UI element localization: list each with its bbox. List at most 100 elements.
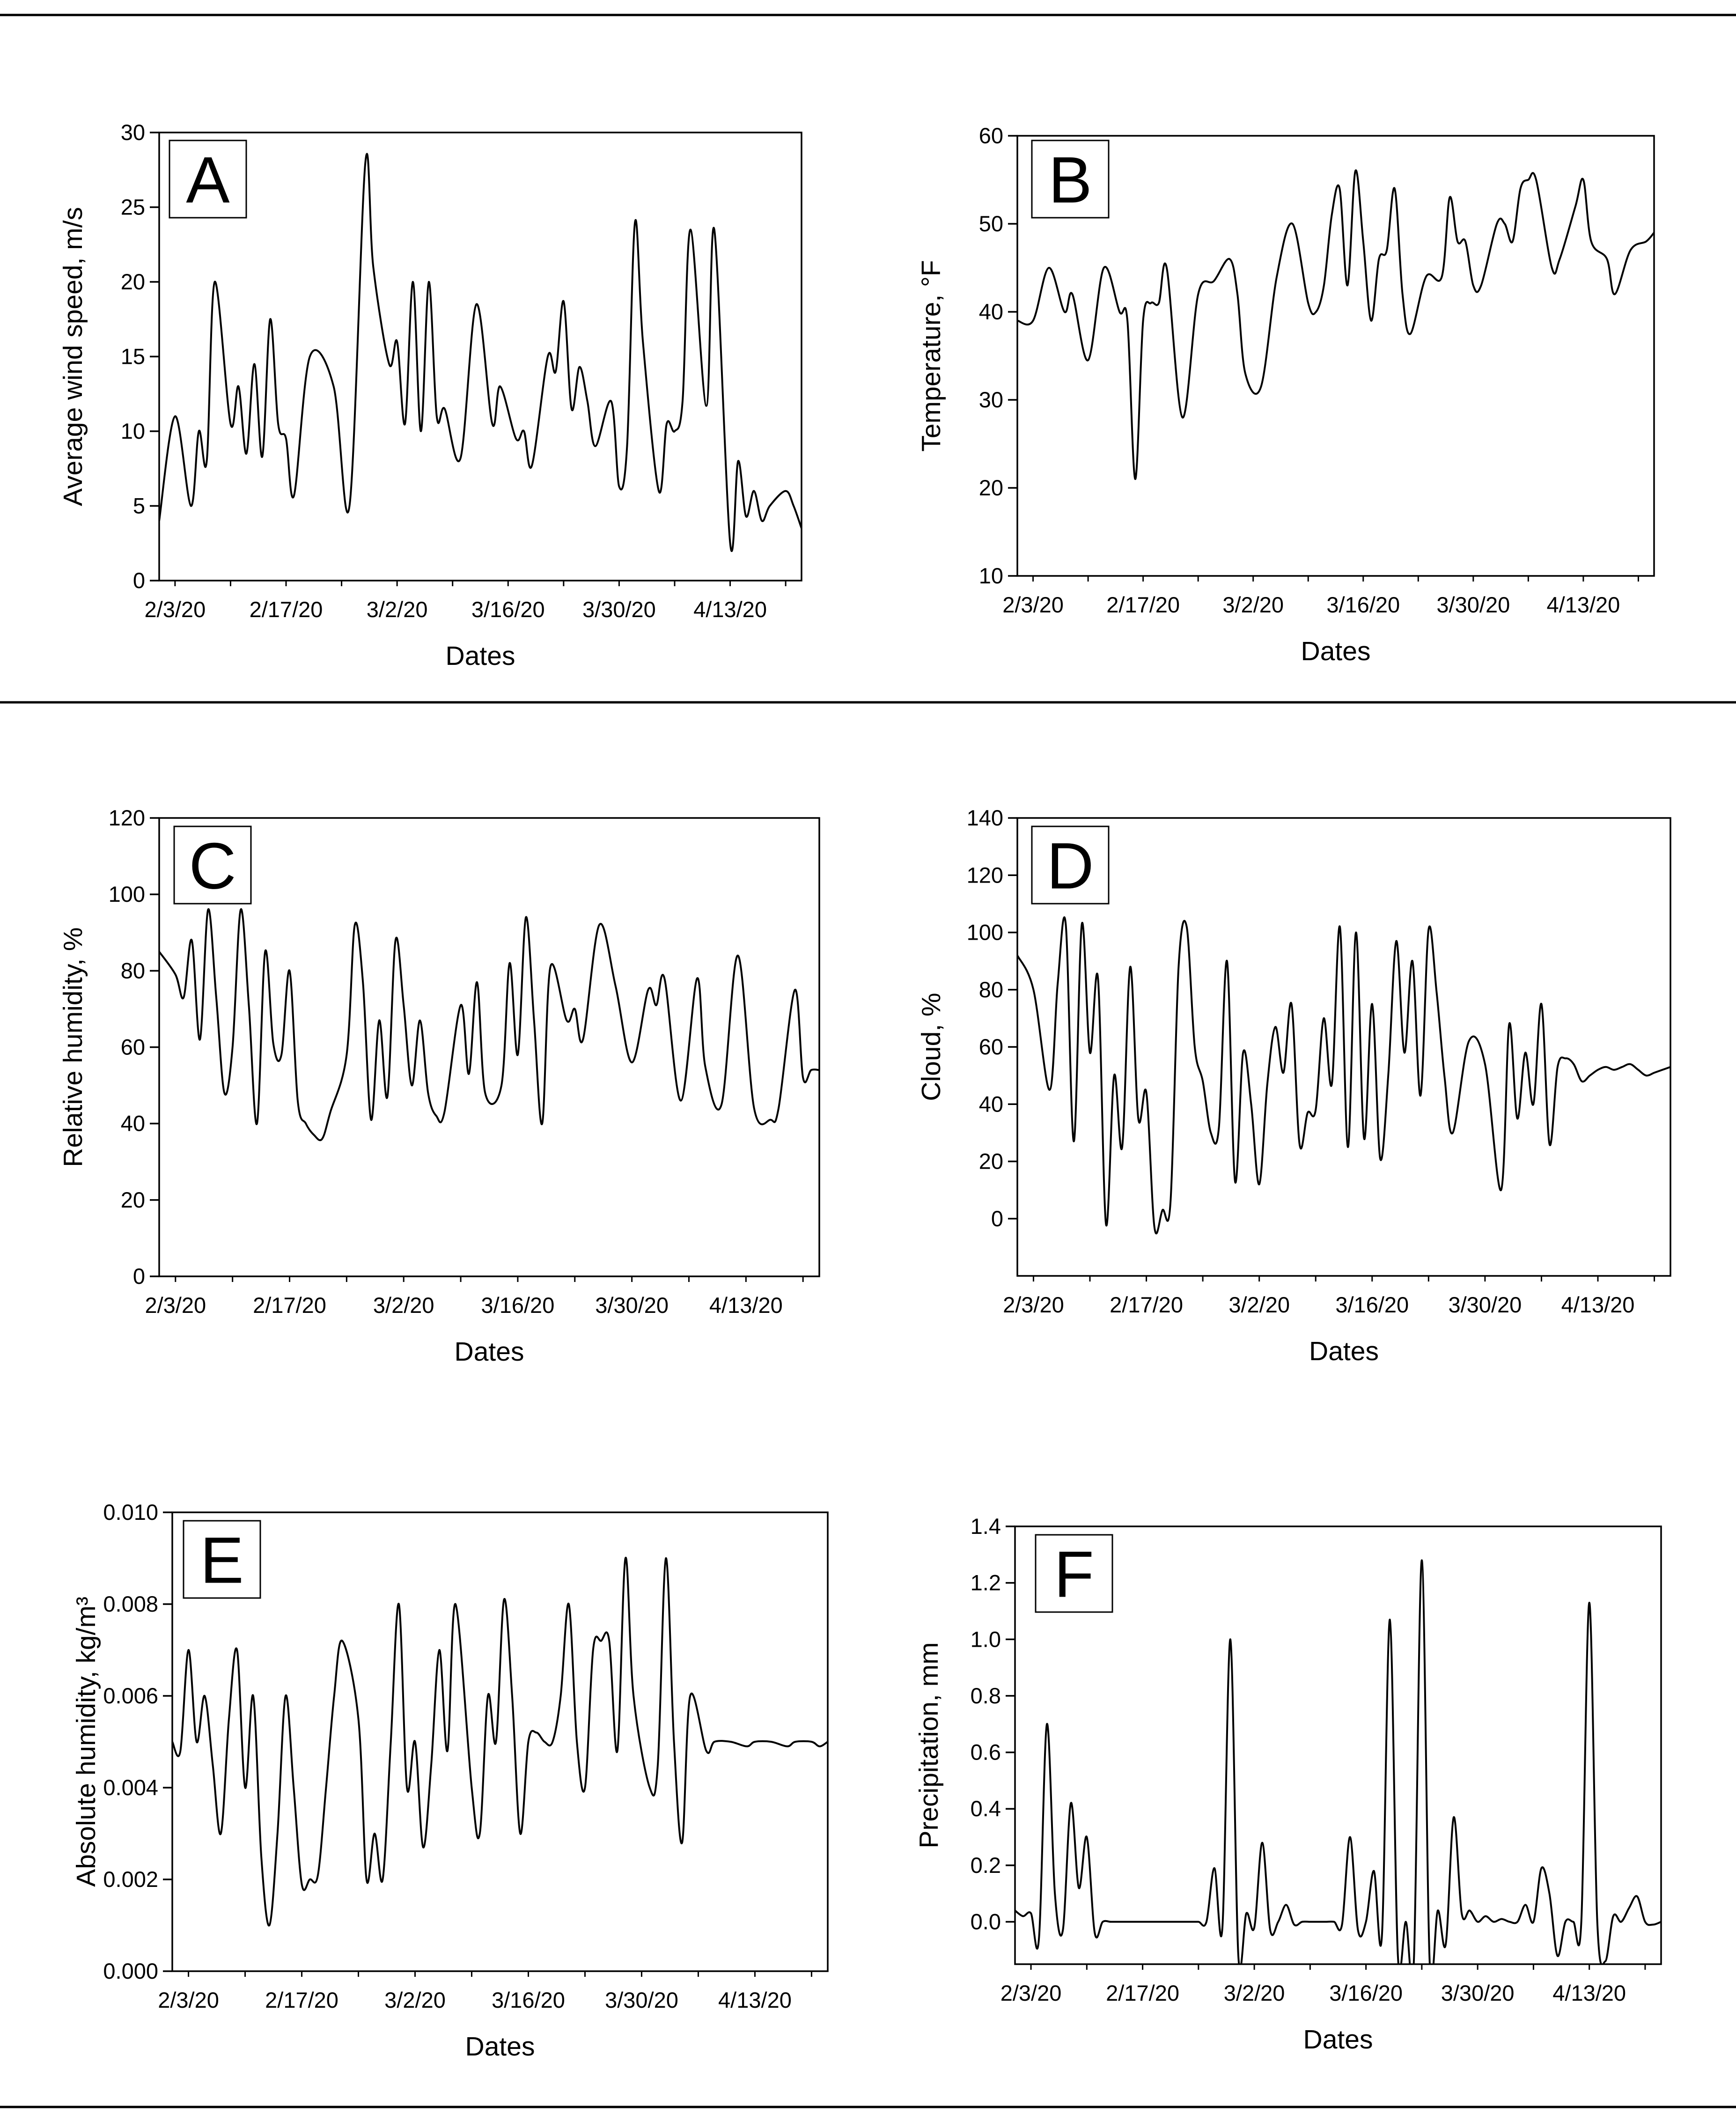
y-tick-label-b: 30: [979, 387, 1003, 412]
y-axis-title-d: Cloud, %: [916, 993, 946, 1101]
y-tick-label-a: 5: [133, 494, 145, 518]
y-axis-title-a: Average wind speed, m/s: [58, 207, 88, 506]
x-axis-title-b: Dates: [1301, 636, 1371, 666]
x-tick-label-c: 2/17/20: [253, 1293, 326, 1318]
x-axis-title-d: Dates: [1309, 1336, 1379, 1366]
x-tick-label-f: 3/16/20: [1329, 1981, 1403, 2005]
y-tick-label-c: 60: [121, 1035, 145, 1060]
y-tick-label-a: 0: [133, 568, 145, 593]
x-tick-label-d: 3/2/20: [1228, 1292, 1290, 1317]
x-tick-label-d: 4/13/20: [1561, 1292, 1635, 1317]
chart-panel-e: 0.000 0.002 0.004 0.006 0.008 0.010 2/3/20 2/17…: [71, 1500, 829, 2062]
y-tick-label-f: 0.4: [971, 1796, 1001, 1821]
y-tick-label-e: 0.006: [103, 1683, 158, 1708]
y-tick-label-d: 60: [979, 1034, 1003, 1059]
y-tick-label-d: 0: [991, 1206, 1003, 1231]
y-tick-label-f: 1.4: [971, 1514, 1001, 1539]
x-tick-label-a: 4/13/20: [693, 597, 767, 622]
y-tick-label-f: 0.8: [971, 1683, 1001, 1708]
x-tick-label-c: 3/30/20: [595, 1293, 669, 1318]
plot-frame-a: [158, 132, 802, 582]
panel-letter-b: B: [1048, 143, 1092, 217]
x-tick-label-a: 2/17/20: [250, 597, 323, 622]
y-tick-label-d: 120: [967, 862, 1003, 887]
x-tick-label-b: 2/17/20: [1106, 592, 1180, 617]
x-tick-label-f: 2/3/20: [1000, 1981, 1062, 2005]
plot-frame-b: [1016, 135, 1655, 577]
y-tick-label-f: 1.2: [971, 1570, 1001, 1595]
panel-letter-d: D: [1046, 829, 1094, 903]
y-tick-label-d: 140: [967, 805, 1003, 830]
y-tick-label-d: 80: [979, 977, 1003, 1002]
x-tick-label-b: 2/3/20: [1002, 592, 1064, 617]
x-tick-label-a: 3/30/20: [582, 597, 656, 622]
x-tick-label-c: 4/13/20: [709, 1293, 783, 1318]
x-tick-label-b: 3/2/20: [1222, 592, 1284, 617]
x-tick-label-e: 3/16/20: [492, 1988, 565, 2012]
chart-panel-d: 0 20 40 60 80 100 120 140 2/3/20 2/17/20 3/2/20 3/1…: [916, 805, 1671, 1366]
y-tick-label-d: 40: [979, 1091, 1003, 1116]
x-axis-title-c: Dates: [455, 1337, 524, 1367]
y-tick-label-b: 60: [979, 123, 1003, 148]
x-tick-label-c: 2/3/20: [145, 1293, 206, 1318]
panel-letter-box-f: [1035, 1534, 1113, 1613]
x-tick-label-a: 3/16/20: [471, 597, 545, 622]
y-tick-label-c: 20: [121, 1187, 145, 1212]
y-tick-label-f: 0.6: [971, 1740, 1001, 1765]
y-tick-label-a: 25: [121, 195, 145, 220]
x-tick-label-b: 4/13/20: [1546, 592, 1620, 617]
y-tick-label-a: 30: [121, 120, 145, 145]
plot-frame-c: [158, 817, 820, 1277]
y-tick-label-c: 0: [133, 1264, 145, 1289]
y-tick-label-b: 50: [979, 211, 1003, 236]
x-tick-label-d: 3/16/20: [1335, 1292, 1409, 1317]
y-tick-label-b: 40: [979, 299, 1003, 324]
x-tick-label-b: 3/30/20: [1436, 592, 1510, 617]
x-tick-label-f: 3/30/20: [1441, 1981, 1515, 2005]
x-tick-label-d: 2/3/20: [1003, 1292, 1064, 1317]
y-tick-label-f: 0.0: [971, 1909, 1001, 1934]
y-axis-title-e: Absolute humidity, kg/m³: [71, 1597, 101, 1887]
panel-letter-box-c: [173, 825, 252, 905]
x-tick-label-b: 3/16/20: [1326, 592, 1400, 617]
x-tick-label-e: 3/2/20: [384, 1988, 446, 2012]
series-line-a: [159, 153, 802, 552]
y-tick-label-b: 20: [979, 475, 1003, 500]
panel-letter-box-d: [1031, 825, 1110, 905]
x-tick-label-e: 3/30/20: [605, 1988, 678, 2012]
x-tick-label-a: 3/2/20: [367, 597, 428, 622]
y-tick-label-d: 20: [979, 1149, 1003, 1174]
x-tick-label-e: 2/17/20: [265, 1988, 338, 2012]
y-axis-title-b: Temperature, °F: [916, 260, 946, 451]
y-tick-label-c: 80: [121, 958, 145, 983]
chart-panel-a: 0 5 10 15 20 25 30 2/3/20 2/17/20 3/2/20 3/16/20 3/…: [58, 120, 802, 671]
y-tick-label-e: 0.004: [103, 1775, 158, 1800]
y-tick-label-c: 40: [121, 1111, 145, 1136]
y-tick-label-a: 20: [121, 269, 145, 294]
x-tick-label-d: 2/17/20: [1110, 1292, 1183, 1317]
chart-panel-f: 0.0 0.2 0.4 0.6 0.8 1.0 1.2 1.4 2/3/20 2/17/20 3/2…: [914, 1514, 1662, 2055]
panel-letter-box-a: [169, 140, 247, 219]
x-tick-label-e: 2/3/20: [158, 1988, 219, 2012]
panel-letter-box-b: [1031, 140, 1110, 219]
y-axis-title-f: Precipitation, mm: [914, 1642, 944, 1848]
x-tick-label-f: 4/13/20: [1552, 1981, 1626, 2005]
y-tick-label-f: 0.2: [971, 1853, 1001, 1878]
panel-letter-box-e: [183, 1520, 261, 1599]
x-tick-label-d: 3/30/20: [1448, 1292, 1522, 1317]
y-tick-label-a: 10: [121, 419, 145, 443]
y-tick-label-e: 0.010: [103, 1500, 158, 1525]
y-tick-label-e: 0.008: [103, 1591, 158, 1616]
x-axis-title-f: Dates: [1303, 2025, 1373, 2055]
y-tick-label-a: 15: [121, 344, 145, 369]
panel-letter-a: A: [186, 143, 230, 217]
y-tick-label-d: 100: [967, 920, 1003, 945]
y-tick-label-b: 10: [979, 563, 1003, 588]
y-tick-label-c: 100: [109, 882, 145, 906]
series-line-f: [1015, 1559, 1661, 1964]
x-tick-label-f: 3/2/20: [1224, 1981, 1285, 2005]
chart-panel-b: 10 20 30 40 50 60 2/3/20 2/17/20 3/2/20 3/16/20 3/…: [916, 123, 1655, 666]
series-line-b: [1017, 169, 1654, 480]
y-tick-label-e: 0.002: [103, 1867, 158, 1892]
